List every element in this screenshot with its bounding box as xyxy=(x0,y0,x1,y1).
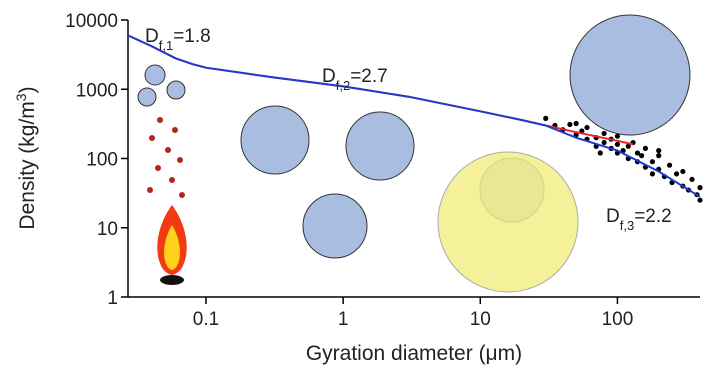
data-point xyxy=(634,150,641,156)
data-point xyxy=(601,130,607,137)
y-axis-label-end: ) xyxy=(16,86,39,93)
annotation-sub: f,1 xyxy=(159,38,173,53)
aggregate xyxy=(166,80,186,100)
annotation-base: D xyxy=(145,26,159,47)
data-point xyxy=(573,120,579,127)
annotation-text: =2.2 xyxy=(634,206,672,227)
y-tick-label: 1 xyxy=(107,288,118,309)
annotation: Df,1=1.8 xyxy=(145,26,211,53)
data-point xyxy=(597,150,603,156)
x-axis-label: Gyration diameter (μm) xyxy=(306,342,522,365)
data-point xyxy=(543,115,549,121)
aggregate xyxy=(437,151,579,293)
data-point xyxy=(614,141,621,147)
data-point xyxy=(642,145,649,151)
aggregate xyxy=(302,193,368,259)
annotation-sub: f,3 xyxy=(620,218,634,233)
x-tick-label: 1 xyxy=(338,309,349,330)
x-tick-label: 0.1 xyxy=(193,309,219,330)
y-axis-label: Density (kg/m3) xyxy=(13,86,39,229)
annotation-sub: f,2 xyxy=(336,78,350,93)
flame-base xyxy=(160,275,184,285)
aggregate xyxy=(240,105,310,175)
y-tick-label: 10 xyxy=(97,219,118,240)
illustrations xyxy=(137,14,691,293)
annotation-base: D xyxy=(322,66,336,87)
particles xyxy=(147,117,185,198)
data-point xyxy=(584,124,590,131)
data-point xyxy=(638,153,645,159)
y-tick-label: 1000 xyxy=(76,80,118,101)
y-tick-label: 10000 xyxy=(65,11,118,32)
data-point xyxy=(697,197,703,203)
data-point xyxy=(601,139,607,146)
data-point xyxy=(689,176,695,182)
aggregate xyxy=(137,87,157,107)
annotation-text: =2.7 xyxy=(350,66,388,87)
annotation: Df,3=2.2 xyxy=(606,206,672,233)
annotation-text: =1.8 xyxy=(173,26,211,47)
data-point xyxy=(680,168,686,175)
y-axis-label-sup: 3 xyxy=(13,93,29,101)
data-point xyxy=(614,133,621,139)
aggregate xyxy=(569,14,691,136)
data-point xyxy=(567,121,573,128)
data-point xyxy=(697,184,703,191)
x-tick-label: 10 xyxy=(470,309,491,330)
annotation: Df,2=2.7 xyxy=(322,66,388,93)
data-point xyxy=(625,143,631,149)
y-axis-label-text: Density (kg/m xyxy=(16,101,39,229)
data-line xyxy=(127,34,701,198)
data-point xyxy=(666,162,673,168)
data-point xyxy=(656,153,662,159)
data-point xyxy=(656,148,662,154)
aggregate xyxy=(144,64,166,86)
aggregate xyxy=(345,111,415,181)
data-point xyxy=(673,171,680,177)
y-tick-label: 100 xyxy=(86,150,118,171)
annotation-base: D xyxy=(606,206,620,227)
flame xyxy=(164,225,180,270)
x-tick-label: 100 xyxy=(602,309,634,330)
data-point xyxy=(649,159,656,165)
data-point xyxy=(649,171,656,177)
